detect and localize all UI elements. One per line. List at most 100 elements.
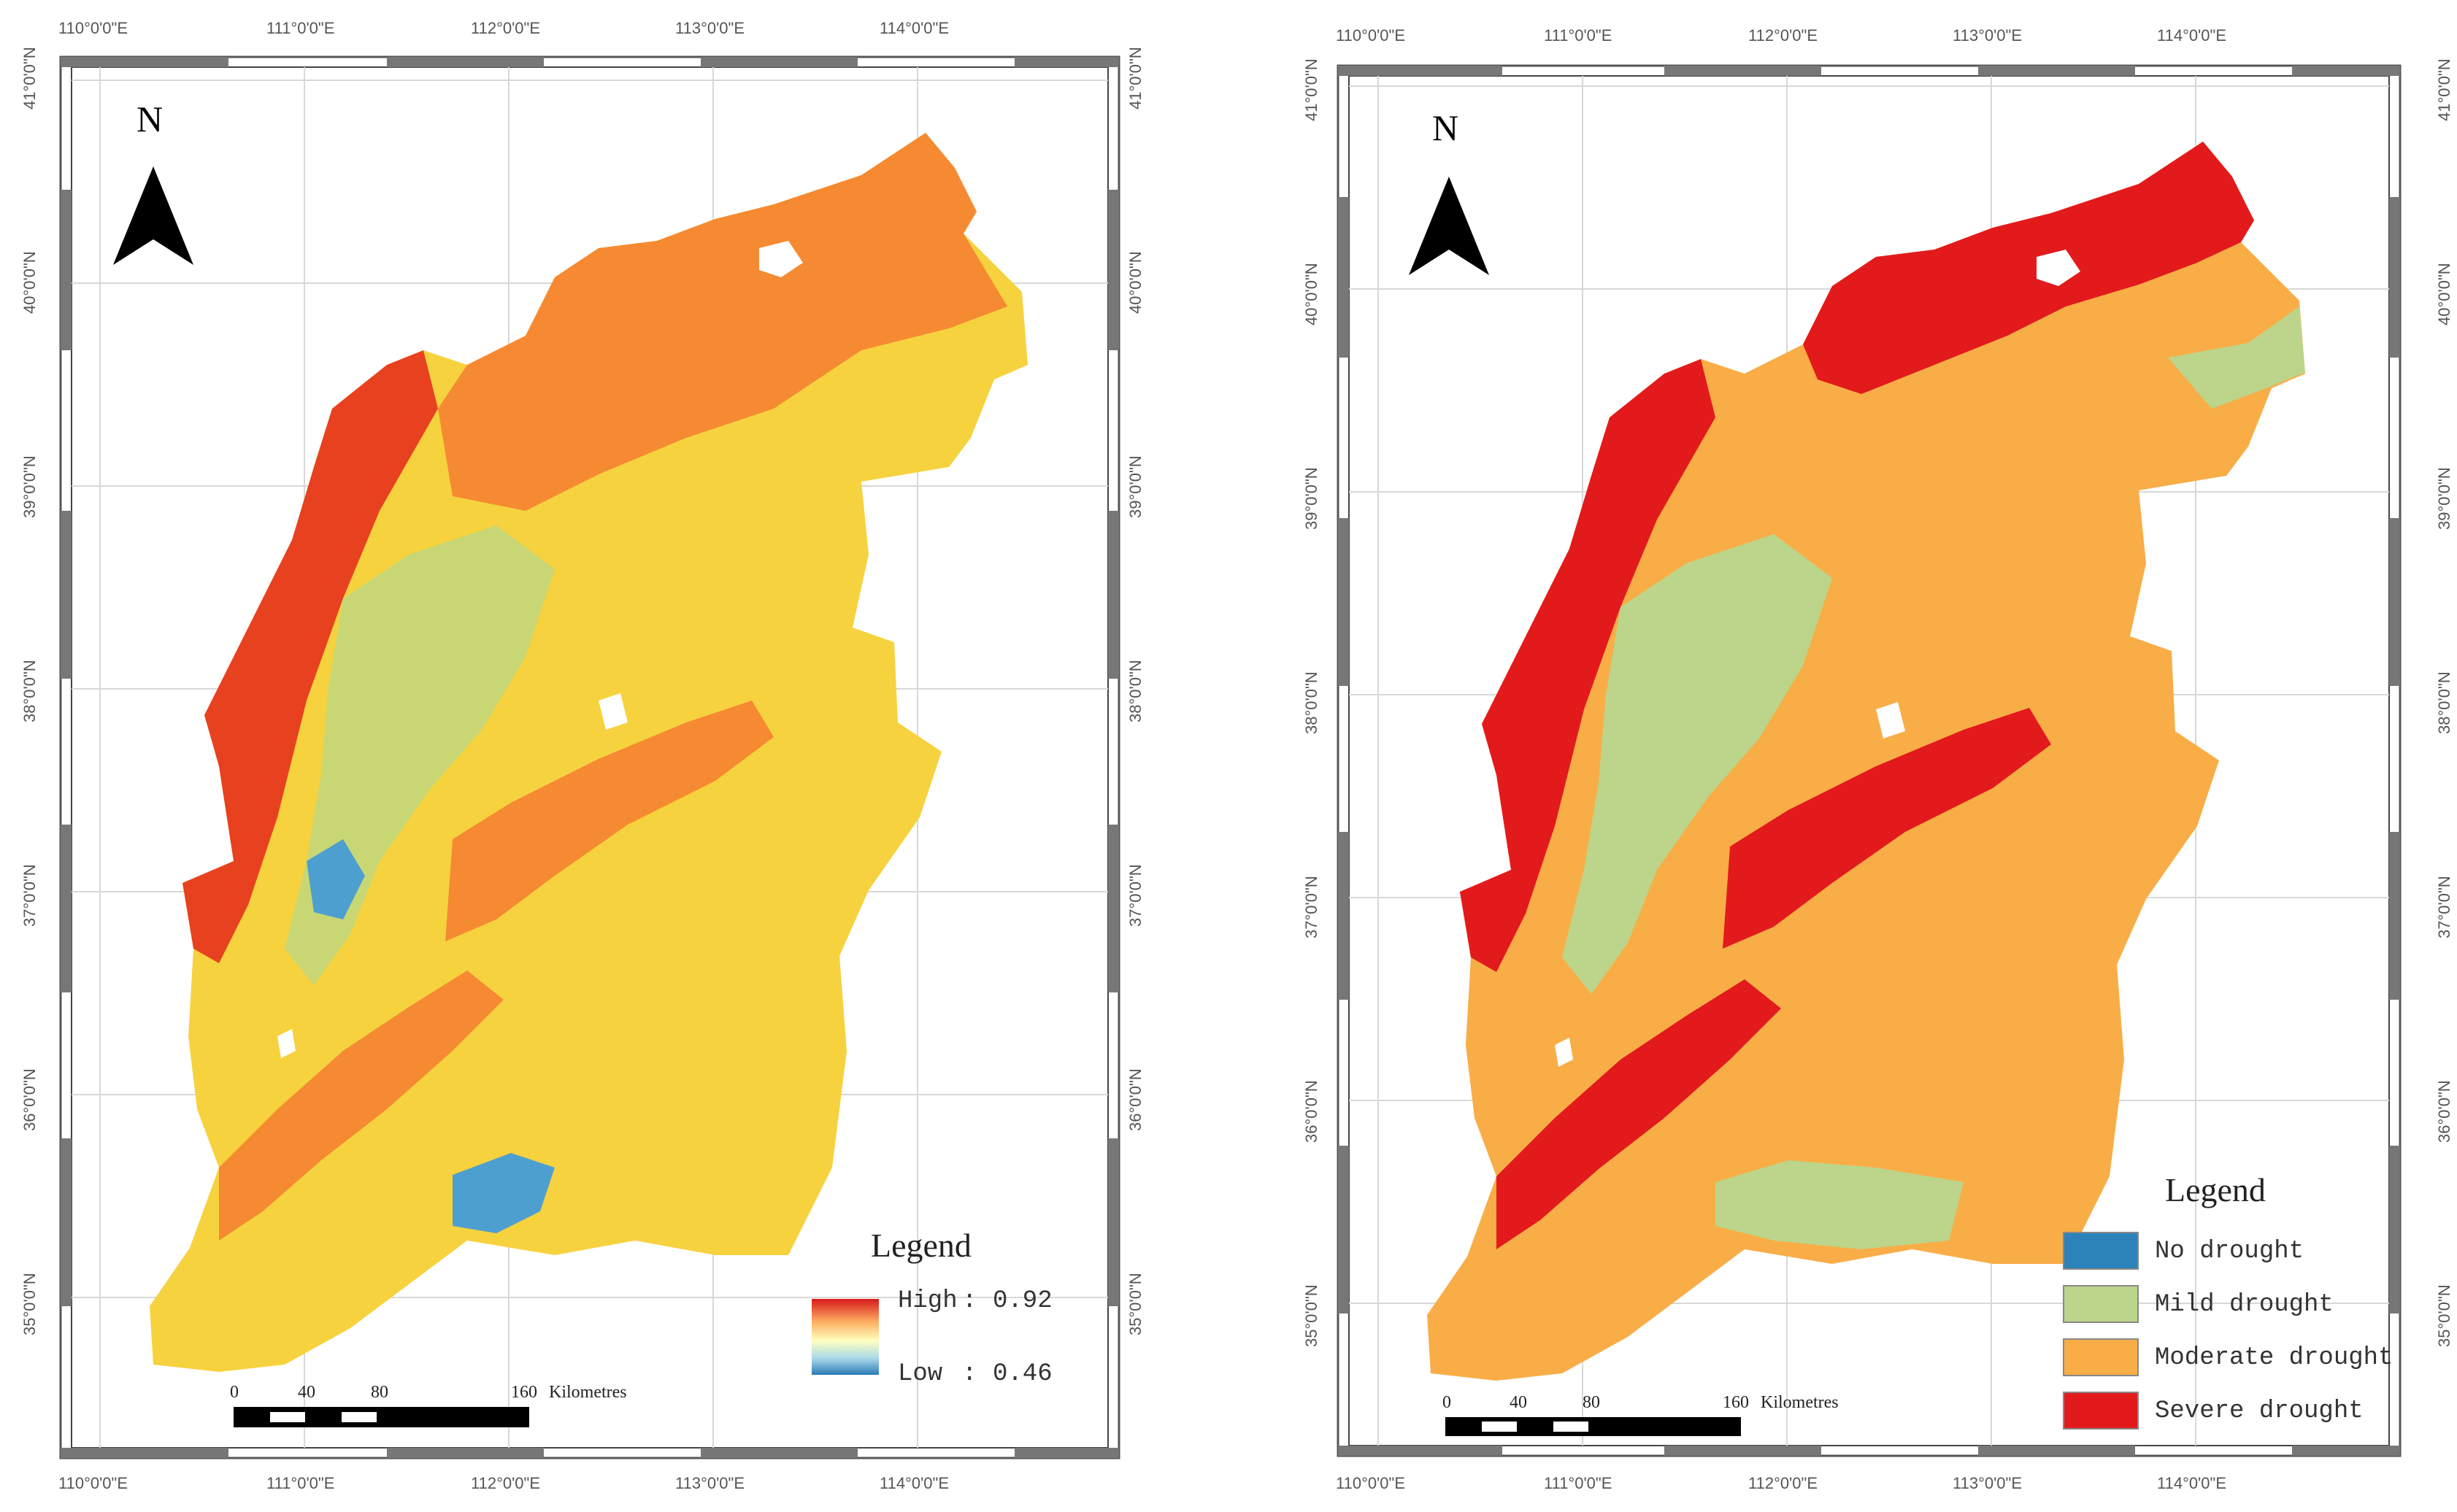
right-region-severe-north <box>1803 142 2254 394</box>
left-region-low-west <box>307 839 365 919</box>
right-region-mild-south <box>1715 1160 1964 1249</box>
right-lat-left-4: 37°0'0"N <box>1302 876 1320 938</box>
right-legend-swatch-1 <box>2063 1285 2139 1323</box>
left-legend-low-sep: : <box>962 1360 977 1388</box>
right-lat-right-5: 36°0'0"N <box>2435 1080 2453 1143</box>
left-region-low-southeast <box>453 1153 555 1233</box>
right-region-nodata <box>1555 250 2080 1067</box>
right-region-severe-west <box>1460 359 1715 972</box>
left-lon-top-4: 114°0'0"E <box>880 19 950 37</box>
right-lat-left-3: 38°0'0"N <box>1302 671 1320 734</box>
left-lon-top-0: 110°0'0"E <box>58 19 128 37</box>
right-lon-top-2: 112°0'0"E <box>1748 26 1818 45</box>
left-legend-low-value: 0.46 <box>993 1360 1053 1388</box>
right-map-panel: 110°0'0"E 111°0'0"E 112°0'0"E 113°0'0"E … <box>1302 0 2457 1512</box>
right-lat-left-2: 39°0'0"N <box>1302 467 1320 530</box>
right-lat-right-4: 37°0'0"N <box>2435 876 2453 938</box>
left-map-border-ticks <box>61 57 1119 1458</box>
left-lon-bottom-4: 114°0'0"E <box>880 1474 950 1492</box>
left-legend-low-label: Low <box>898 1360 943 1388</box>
left-map-panel: 110°0'0"E 111°0'0"E 112°0'0"E 113°0'0"E … <box>0 0 1145 1512</box>
right-lon-bottom-4: 114°0'0"E <box>2157 1474 2227 1492</box>
left-legend-high-label: High <box>898 1287 958 1315</box>
right-lat-left-5: 36°0'0"N <box>1302 1080 1320 1143</box>
left-scale-tick-160: 160 <box>511 1383 537 1402</box>
left-north-arrow-icon <box>113 166 193 265</box>
left-region-central-ridge <box>445 701 774 941</box>
left-scale-tick-40: 40 <box>298 1383 315 1402</box>
left-lon-bottom-1: 111°0'0"E <box>266 1474 335 1492</box>
left-lat-left-5: 36°0'0"N <box>20 1068 39 1131</box>
right-region-mild-northeast <box>2168 306 2305 409</box>
left-region-north-high <box>438 133 1007 511</box>
right-scale-tick-0: 0 <box>1442 1393 1451 1412</box>
right-north-arrow-icon <box>1409 177 1489 275</box>
left-map-canvas <box>59 55 1120 1459</box>
right-region-severe-southwest <box>1496 979 1781 1249</box>
right-scale-unit: Kilometres <box>1761 1393 1839 1412</box>
right-scale-bar <box>1445 1417 1741 1436</box>
right-legend-swatch-2 <box>2063 1338 2139 1376</box>
left-legend-high-sep: : <box>962 1287 977 1315</box>
left-lon-top-1: 111°0'0"E <box>266 19 335 37</box>
right-lat-right-3: 38°0'0"N <box>2435 671 2453 734</box>
right-lat-right-1: 40°0'0"N <box>2435 263 2453 325</box>
left-lon-bottom-0: 110°0'0"E <box>58 1474 128 1492</box>
right-map-border-ticks <box>1338 66 2400 1456</box>
left-region-west-high <box>182 350 438 963</box>
right-legend-swatch-0 <box>2063 1232 2139 1270</box>
right-lat-left-0: 41°0'0"N <box>1302 58 1320 121</box>
left-lat-left-1: 40°0'0"N <box>20 251 39 314</box>
right-lon-top-0: 110°0'0"E <box>1336 26 1406 45</box>
left-lat-right-1: 40°0'0"N <box>1126 251 1145 314</box>
right-lon-bottom-0: 110°0'0"E <box>1336 1474 1406 1492</box>
left-legend-high-value: 0.92 <box>993 1287 1053 1315</box>
right-lat-left-1: 40°0'0"N <box>1302 263 1320 325</box>
right-scale-tick-40: 40 <box>1510 1393 1527 1412</box>
left-lat-left-0: 41°0'0"N <box>20 47 39 109</box>
left-region-nodata <box>277 241 803 1058</box>
left-scale-tick-80: 80 <box>371 1383 388 1402</box>
right-lon-bottom-3: 113°0'0"E <box>1953 1474 2023 1492</box>
left-lat-right-2: 39°0'0"N <box>1126 455 1145 518</box>
right-legend-title: Legend <box>2165 1171 2266 1208</box>
left-lat-left-2: 39°0'0"N <box>20 455 39 518</box>
right-legend-label-3: Severe drought <box>2155 1397 2364 1425</box>
right-lon-top-1: 111°0'0"E <box>1544 26 1612 45</box>
left-region-southwest-ridge <box>219 971 504 1241</box>
left-lat-right-5: 36°0'0"N <box>1126 1068 1145 1131</box>
right-lat-left-6: 35°0'0"N <box>1302 1284 1320 1347</box>
right-region-mild-center <box>1562 534 1832 994</box>
right-lon-top-4: 114°0'0"E <box>2157 26 2227 45</box>
left-lon-top-2: 112°0'0"E <box>471 19 541 37</box>
right-lon-top-3: 113°0'0"E <box>1953 26 2023 45</box>
left-lat-left-6: 35°0'0"N <box>20 1273 39 1335</box>
right-lat-right-6: 35°0'0"N <box>2435 1284 2453 1347</box>
right-lon-bottom-1: 111°0'0"E <box>1544 1474 1612 1492</box>
left-lon-bottom-3: 113°0'0"E <box>675 1474 745 1492</box>
left-north-label: N <box>136 99 164 139</box>
right-lon-bottom-2: 112°0'0"E <box>1748 1474 1818 1492</box>
right-legend-label-2: Moderate drought <box>2155 1344 2393 1372</box>
left-scale-unit: Kilometres <box>549 1383 627 1402</box>
right-legend-label-1: Mild drought <box>2155 1291 2334 1319</box>
left-lat-right-0: 41°0'0"N <box>1126 47 1145 109</box>
left-lat-left-4: 37°0'0"N <box>20 864 39 927</box>
right-region-severe-central <box>1723 708 2051 949</box>
right-lat-right-0: 41°0'0"N <box>2435 58 2453 121</box>
right-legend-swatch-3 <box>2063 1392 2139 1430</box>
left-legend-gradient <box>812 1299 879 1375</box>
left-lat-right-6: 35°0'0"N <box>1126 1273 1145 1335</box>
right-legend-label-0: No drought <box>2155 1238 2304 1265</box>
left-scale-bar <box>234 1407 529 1427</box>
left-lon-top-3: 113°0'0"E <box>675 19 745 37</box>
left-scale-tick-0: 0 <box>230 1383 239 1402</box>
right-map-canvas <box>1337 64 2402 1457</box>
right-lat-right-2: 39°0'0"N <box>2435 467 2453 530</box>
right-scale-tick-80: 80 <box>1583 1393 1600 1412</box>
right-scale-tick-160: 160 <box>1723 1393 1749 1412</box>
left-legend-title: Legend <box>871 1227 972 1264</box>
left-lon-bottom-2: 112°0'0"E <box>471 1474 541 1492</box>
left-lat-left-3: 38°0'0"N <box>20 660 39 722</box>
right-north-label: N <box>1432 107 1459 148</box>
